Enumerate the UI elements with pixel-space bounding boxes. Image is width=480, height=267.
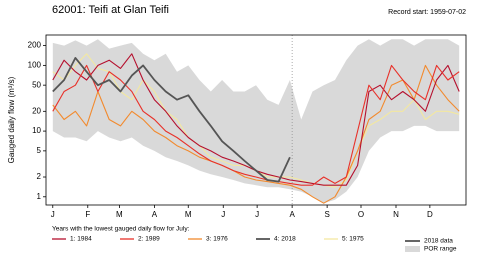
x-tick-label: J	[221, 210, 225, 219]
y-tick-label: 20	[32, 106, 41, 115]
x-tick-label: O	[358, 210, 364, 219]
legend-label: 2: 1989	[138, 236, 160, 243]
x-tick-label: A	[152, 210, 158, 219]
x-tick-label: S	[324, 210, 329, 219]
chart-title: 62001: Teifi at Glan Teifi	[52, 4, 169, 16]
series-line	[52, 64, 460, 186]
x-tick-label: N	[393, 210, 399, 219]
legend-label: 3: 1976	[206, 236, 228, 243]
x-tick-label: F	[85, 210, 90, 219]
legend-label: 5: 1975	[342, 236, 364, 243]
y-tick-label: 10	[32, 126, 41, 135]
plot-frame	[45, 34, 467, 206]
chart-subtitle: Record start: 1959-07-02	[388, 9, 466, 16]
y-tick-label: 50	[32, 80, 41, 89]
legend-label: 4: 2018	[274, 236, 296, 243]
series-line	[52, 64, 460, 204]
series-line	[52, 57, 291, 183]
y-tick-label: 5	[37, 146, 42, 155]
x-tick-label: M	[116, 210, 123, 219]
legend-label: POR range	[424, 246, 457, 253]
y-tick-label: 100	[28, 60, 42, 69]
x-tick-label: M	[185, 210, 192, 219]
y-tick-label: 1	[37, 192, 42, 201]
x-tick-label: A	[289, 210, 295, 219]
x-tick-label: D	[427, 210, 433, 219]
legend-label: 2018 data	[424, 238, 453, 245]
legend-label: 1: 1984	[70, 236, 92, 243]
x-tick-label: J	[255, 210, 259, 219]
legend-swatch	[405, 246, 420, 252]
y-axis-title: Gauged daily flow (m³/s)	[7, 76, 16, 163]
y-tick-label: 200	[28, 41, 42, 50]
x-tick-label: J	[51, 210, 55, 219]
y-tick-label: 2	[37, 172, 42, 181]
legend-title: Years with the lowest gauged daily flow …	[52, 226, 190, 233]
